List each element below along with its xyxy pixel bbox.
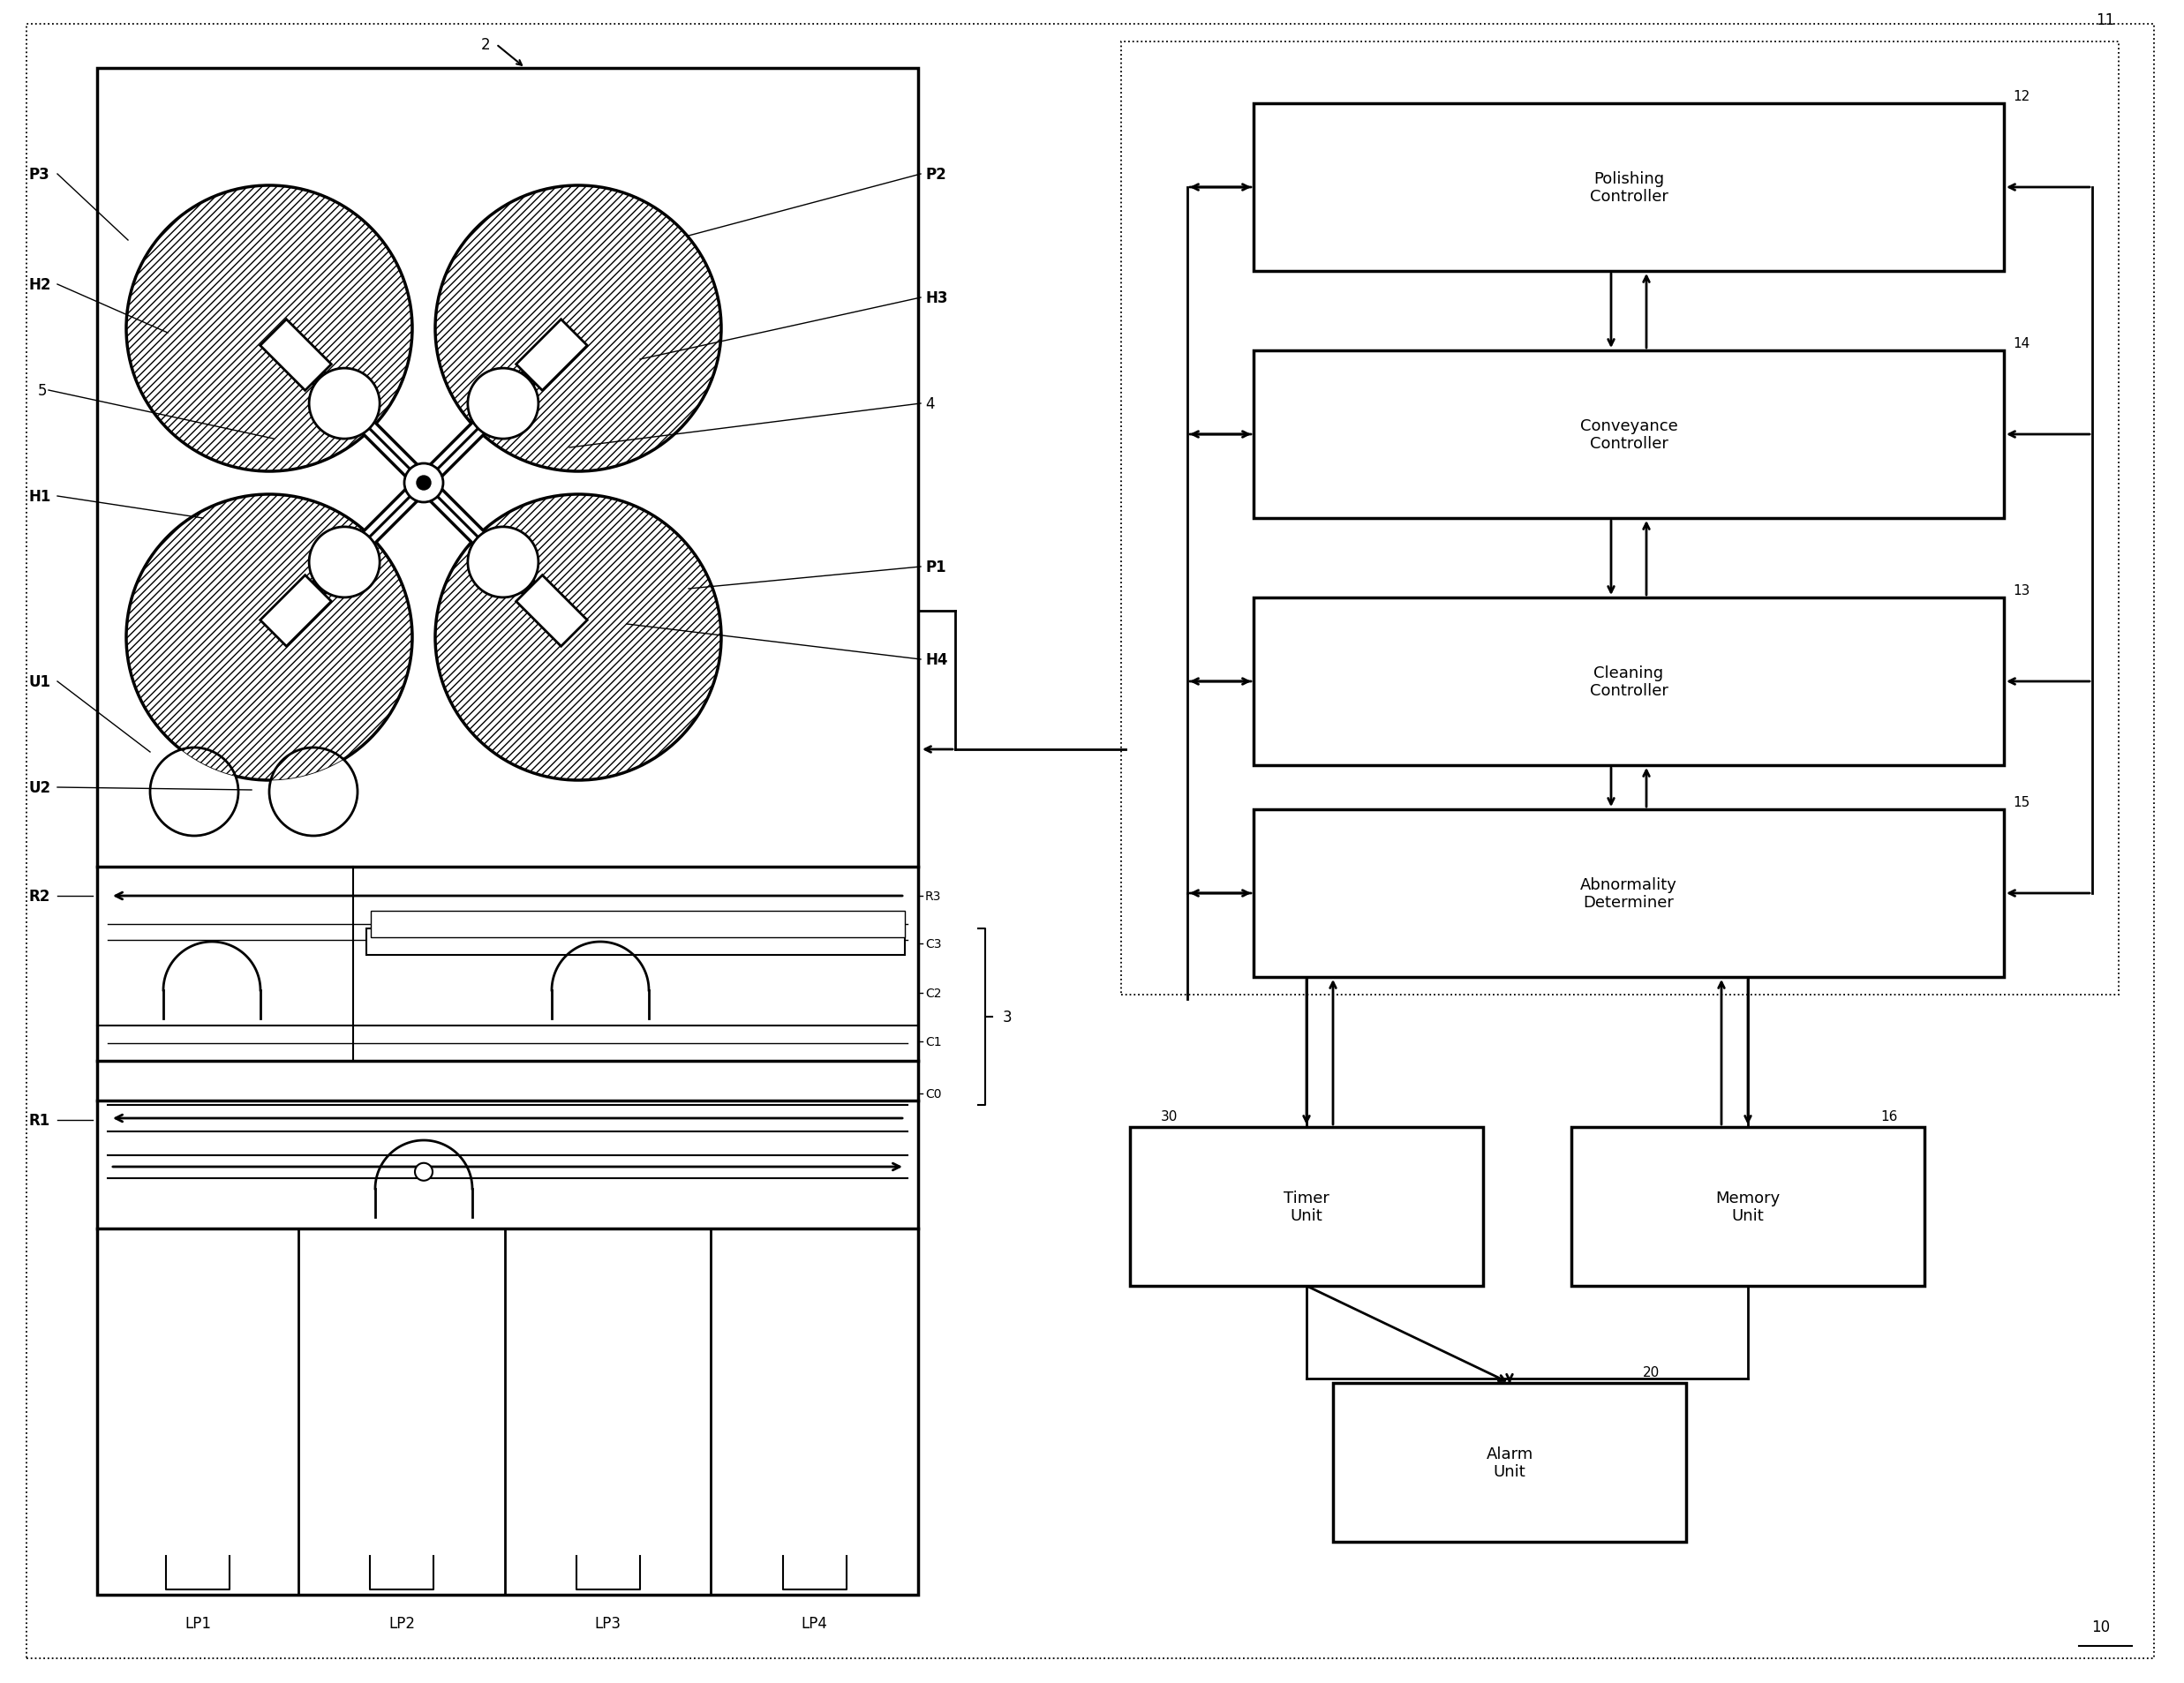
Bar	[1254, 597, 2005, 766]
Text: R3: R3	[926, 890, 941, 902]
Circle shape	[151, 747, 238, 836]
Bar	[1332, 1383, 1686, 1542]
Circle shape	[310, 369, 380, 439]
Bar	[367, 929, 904, 956]
Polygon shape	[260, 320, 332, 390]
Text: P2: P2	[926, 167, 946, 182]
Text: 12: 12	[2014, 91, 2029, 104]
Text: C2: C2	[926, 986, 941, 1000]
Polygon shape	[515, 320, 587, 390]
Text: LP2: LP2	[389, 1616, 415, 1631]
Text: 13: 13	[2014, 584, 2029, 597]
Bar	[96, 69, 917, 1595]
Text: 20: 20	[1642, 1367, 1660, 1378]
Text: U1: U1	[28, 673, 50, 690]
Text: R1: R1	[28, 1112, 50, 1128]
Text: 11: 11	[2094, 12, 2114, 29]
Text: 16: 16	[1880, 1111, 1898, 1123]
Text: 30: 30	[1162, 1111, 1177, 1123]
Text: Cleaning
Controller: Cleaning Controller	[1590, 665, 1669, 698]
Text: P1: P1	[926, 559, 946, 576]
Circle shape	[467, 527, 539, 597]
Circle shape	[127, 187, 413, 471]
Circle shape	[310, 527, 380, 597]
Polygon shape	[515, 576, 587, 646]
Text: Conveyance
Controller: Conveyance Controller	[1579, 417, 1677, 453]
Text: 10: 10	[2092, 1619, 2110, 1634]
Bar	[1120, 42, 2118, 995]
Text: LP3: LP3	[594, 1616, 620, 1631]
Circle shape	[435, 187, 721, 471]
Text: H3: H3	[926, 289, 948, 306]
Circle shape	[404, 465, 443, 503]
Text: Polishing
Controller: Polishing Controller	[1590, 170, 1669, 205]
Text: 15: 15	[2014, 796, 2029, 810]
Text: 3: 3	[1002, 1010, 1011, 1025]
Text: LP4: LP4	[802, 1616, 828, 1631]
Text: 5: 5	[37, 382, 48, 399]
Circle shape	[467, 369, 539, 439]
Circle shape	[269, 747, 358, 836]
Text: C3: C3	[926, 937, 941, 949]
Bar	[371, 911, 904, 937]
Text: H4: H4	[926, 651, 948, 668]
Text: C0: C0	[926, 1087, 941, 1101]
Text: R2: R2	[28, 889, 50, 904]
Text: Timer
Unit: Timer Unit	[1284, 1190, 1330, 1224]
Polygon shape	[260, 576, 332, 646]
Bar	[1254, 352, 2005, 518]
Text: H2: H2	[28, 278, 52, 293]
Text: U2: U2	[28, 779, 50, 796]
Circle shape	[417, 476, 430, 490]
Bar	[1254, 810, 2005, 978]
Text: 4: 4	[926, 396, 935, 412]
Text: H1: H1	[28, 488, 52, 505]
Text: Alarm
Unit: Alarm Unit	[1485, 1446, 1533, 1479]
Text: C1: C1	[926, 1035, 941, 1049]
Text: 14: 14	[2014, 337, 2029, 350]
Bar	[1254, 104, 2005, 271]
Text: P3: P3	[28, 167, 50, 182]
Text: Abnormality
Determiner: Abnormality Determiner	[1581, 877, 1677, 911]
Circle shape	[415, 1163, 432, 1181]
Circle shape	[127, 495, 413, 781]
Text: Memory
Unit: Memory Unit	[1717, 1190, 1780, 1224]
Circle shape	[435, 495, 721, 781]
Text: 2: 2	[480, 37, 489, 52]
Bar	[1570, 1128, 1924, 1286]
Bar	[1129, 1128, 1483, 1286]
Text: LP1: LP1	[183, 1616, 212, 1631]
